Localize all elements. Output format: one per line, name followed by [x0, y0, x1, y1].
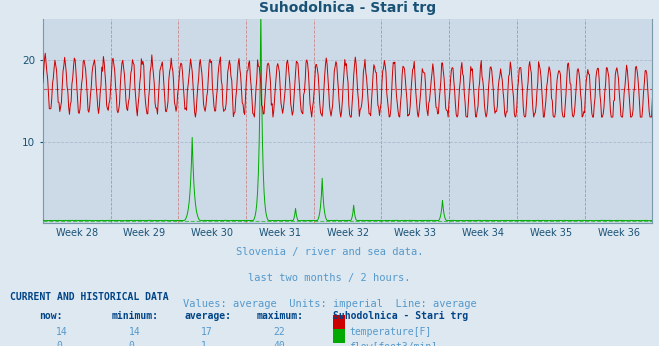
- Text: 14: 14: [129, 327, 140, 337]
- Text: Values: average  Units: imperial  Line: average: Values: average Units: imperial Line: av…: [183, 299, 476, 309]
- Text: 40: 40: [273, 341, 285, 346]
- Title: Suhodolnica - Stari trg: Suhodolnica - Stari trg: [259, 1, 436, 15]
- Text: 1: 1: [201, 341, 207, 346]
- Text: flow[foot3/min]: flow[foot3/min]: [349, 341, 438, 346]
- Text: temperature[F]: temperature[F]: [349, 327, 432, 337]
- Text: maximum:: maximum:: [257, 311, 304, 321]
- Text: CURRENT AND HISTORICAL DATA: CURRENT AND HISTORICAL DATA: [10, 292, 169, 302]
- Text: 22: 22: [273, 327, 285, 337]
- Text: last two months / 2 hours.: last two months / 2 hours.: [248, 273, 411, 283]
- Text: average:: average:: [185, 311, 231, 321]
- Text: minimum:: minimum:: [112, 311, 159, 321]
- Text: Suhodolnica - Stari trg: Suhodolnica - Stari trg: [333, 311, 468, 321]
- Text: 0: 0: [56, 341, 62, 346]
- Text: Slovenia / river and sea data.: Slovenia / river and sea data.: [236, 247, 423, 257]
- Text: 17: 17: [201, 327, 213, 337]
- Text: 14: 14: [56, 327, 68, 337]
- Text: now:: now:: [40, 311, 63, 321]
- Text: 0: 0: [129, 341, 134, 346]
